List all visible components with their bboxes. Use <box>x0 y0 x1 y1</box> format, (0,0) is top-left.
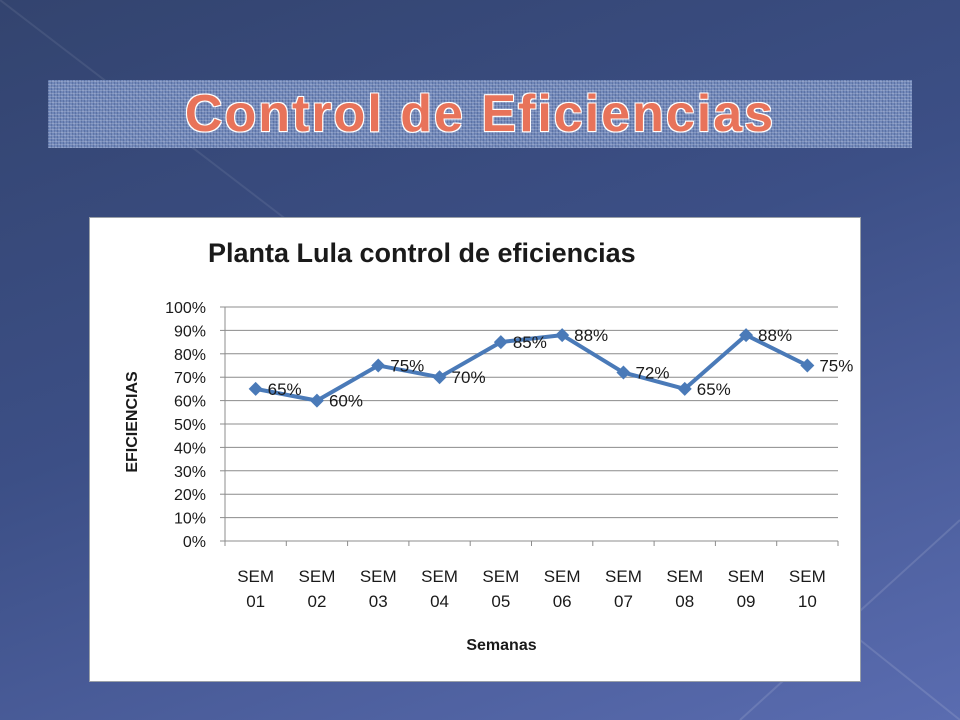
data-label: 88% <box>758 326 792 345</box>
data-point <box>432 370 447 385</box>
y-tick-label: 20% <box>174 487 206 504</box>
x-axis-title: Semanas <box>466 637 536 654</box>
y-tick-label: 30% <box>174 464 206 481</box>
data-point <box>800 358 815 373</box>
data-label: 85% <box>513 333 547 352</box>
x-tick-label: SEM 02 <box>299 567 336 611</box>
chart-container <box>89 217 861 682</box>
data-label: 65% <box>268 380 302 399</box>
data-label: 70% <box>452 368 486 387</box>
y-tick-label: 10% <box>174 511 206 528</box>
data-label: 65% <box>697 380 731 399</box>
x-tick-label: SEM 04 <box>421 567 458 611</box>
data-point <box>616 365 631 380</box>
series-line <box>255 333 809 403</box>
chart-title: Planta Lula control de eficiencias <box>208 238 636 268</box>
data-point <box>555 328 570 343</box>
data-label: 72% <box>635 364 669 383</box>
x-tick-label: SEM 10 <box>789 567 826 611</box>
x-tick-label: SEM 05 <box>482 567 519 611</box>
slide-title-banner: Control de Eficiencias <box>48 80 912 148</box>
x-tick-label: SEM 03 <box>360 567 397 611</box>
y-tick-label: 40% <box>174 440 206 457</box>
data-label: 88% <box>574 326 608 345</box>
data-point <box>309 393 324 408</box>
y-tick-label: 60% <box>174 394 206 411</box>
data-label: 60% <box>329 392 363 411</box>
y-tick-label: 100% <box>165 300 206 317</box>
data-point <box>493 335 508 350</box>
data-point <box>739 328 754 343</box>
y-axis-title: EFICIENCIAS <box>124 371 141 473</box>
data-point <box>677 381 692 396</box>
x-tick-label: SEM 06 <box>544 567 581 611</box>
x-tick-label: SEM 08 <box>666 567 703 611</box>
data-point <box>248 381 263 396</box>
y-tick-label: 90% <box>174 323 206 340</box>
x-tick-label: SEM 07 <box>605 567 642 611</box>
y-tick-label: 50% <box>174 417 206 434</box>
slide-title: Control de Eficiencias <box>184 85 776 143</box>
y-tick-label: 0% <box>183 534 206 551</box>
y-tick-label: 80% <box>174 347 206 364</box>
x-tick-label: SEM 09 <box>728 567 765 611</box>
data-label: 75% <box>390 357 424 376</box>
data-point <box>371 358 386 373</box>
x-tick-label: SEM 01 <box>237 567 274 611</box>
data-label: 75% <box>819 357 853 376</box>
y-tick-label: 70% <box>174 370 206 387</box>
